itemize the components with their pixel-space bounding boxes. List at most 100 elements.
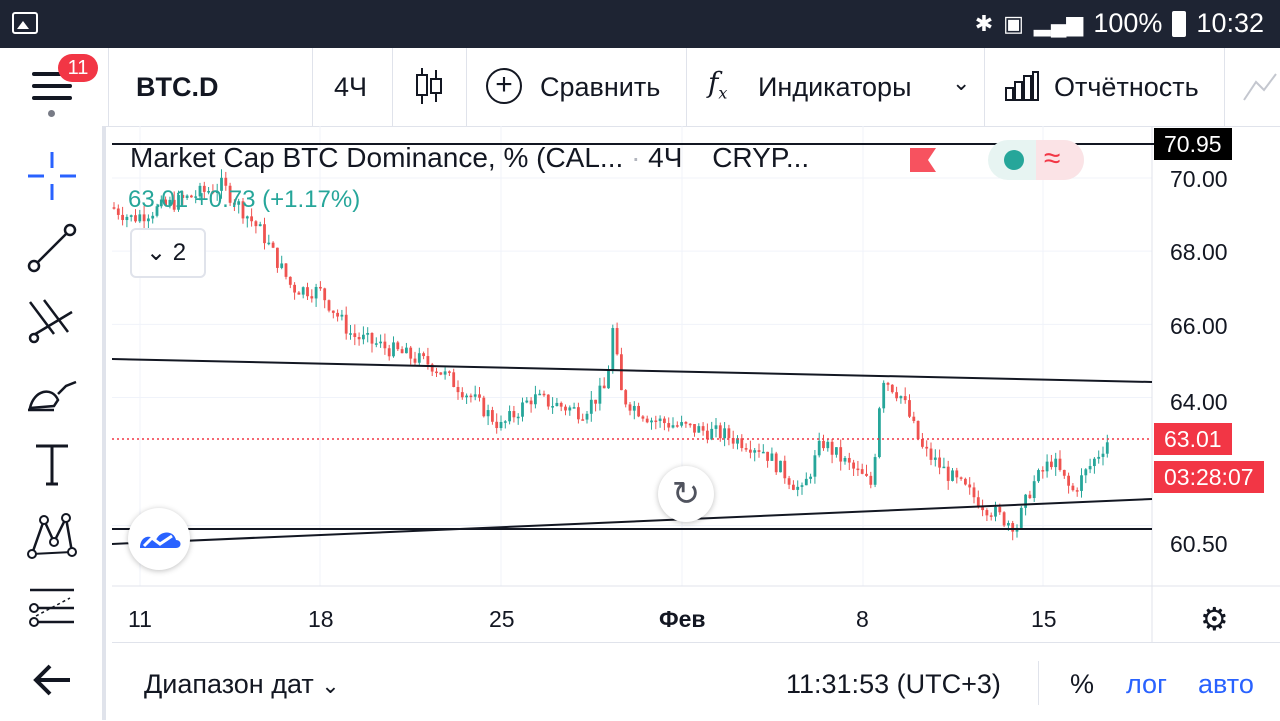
candle-body <box>933 457 937 460</box>
reports-button[interactable]: Отчётность <box>1054 72 1199 102</box>
candle-body <box>684 422 688 424</box>
candle-body <box>675 425 679 427</box>
indicators-button[interactable]: Индикаторы <box>758 72 912 102</box>
candle-body <box>602 385 606 389</box>
crosshair-icon[interactable] <box>24 148 80 204</box>
pattern-icon[interactable] <box>24 508 80 564</box>
candle-body <box>344 314 348 334</box>
bottom-bar: Диапазон дат ⌄ 11:31:53 (UTC+3) % лог ав… <box>112 642 1280 721</box>
candle-body <box>843 457 847 462</box>
percent-scale-button[interactable]: % <box>1070 669 1095 699</box>
time-tick: 18 <box>308 606 334 632</box>
settings-icon[interactable]: ⚙ <box>1200 601 1229 637</box>
candle-body <box>792 484 795 490</box>
price-tick: 68.00 <box>1170 239 1228 265</box>
menu-icon[interactable] <box>32 72 72 117</box>
tradingview-logo-icon[interactable] <box>128 508 190 570</box>
candle-body <box>460 392 464 398</box>
candle-body <box>645 418 649 423</box>
candle-body <box>663 418 666 424</box>
candle-body <box>658 418 662 422</box>
interval-button[interactable]: 4Ч <box>334 72 368 102</box>
market-status-pill[interactable]: ≈ <box>988 140 1084 180</box>
candle-body <box>615 328 619 355</box>
candle-body <box>417 353 421 363</box>
candle-body <box>142 214 146 222</box>
candles-icon[interactable] <box>414 66 444 106</box>
candle-body <box>190 195 193 198</box>
price-chart[interactable] <box>112 126 1280 720</box>
candle-body <box>366 332 370 335</box>
candle-body <box>757 450 761 452</box>
back-arrow-icon[interactable] <box>24 652 80 708</box>
candle-body <box>215 190 219 193</box>
candle-body <box>1075 490 1079 492</box>
candle-body <box>349 333 352 335</box>
candle-body <box>968 484 972 488</box>
candle-body <box>207 191 210 193</box>
status-bar: ✱ ▣ ▂▄▆ 100% 10:32 <box>0 0 1280 48</box>
compare-button[interactable]: Сравнить <box>540 72 661 102</box>
candle-body <box>589 399 593 414</box>
log-scale-button[interactable]: лог <box>1126 669 1167 699</box>
time-tick: 8 <box>856 606 869 632</box>
candle-body <box>718 425 722 439</box>
candle-body <box>796 486 800 490</box>
candle-body <box>1080 475 1083 491</box>
candle-body <box>374 343 378 345</box>
candle-body <box>964 478 967 485</box>
auto-scale-button[interactable]: авто <box>1198 669 1254 699</box>
financials-icon[interactable] <box>1004 70 1040 102</box>
candle-body <box>220 177 223 191</box>
candle-body <box>267 242 271 245</box>
legend-change: +0.73 <box>194 186 256 213</box>
candle-body <box>147 218 150 222</box>
date-range-button[interactable]: Диапазон дат ⌄ <box>144 669 340 699</box>
candle-body <box>211 191 215 193</box>
candle-body <box>787 478 791 485</box>
candle-body <box>972 487 976 498</box>
candle-body <box>331 310 335 313</box>
candle-body <box>667 423 671 428</box>
legend-last: 63.01 <box>128 186 189 213</box>
prediction-icon[interactable] <box>24 580 80 636</box>
trend-line-icon[interactable] <box>24 220 80 276</box>
candle-body <box>435 371 438 374</box>
candle-body <box>693 424 696 433</box>
chart-grid <box>112 126 1152 586</box>
candle-body <box>276 247 279 268</box>
reset-chart-icon[interactable]: ↻ <box>658 466 714 522</box>
compare-plus-icon[interactable]: + <box>486 68 522 104</box>
fx-icon[interactable]: fx <box>708 66 728 103</box>
candle-body <box>245 216 249 219</box>
candle-body <box>577 407 580 420</box>
legend-title[interactable]: Market Cap BTC Dominance, % (CAL... · 4Ч… <box>130 142 810 173</box>
wave-icon: ≈ <box>1044 142 1061 175</box>
candle-body <box>482 397 486 417</box>
candle-body <box>551 406 554 408</box>
ideas-icon[interactable] <box>1242 70 1278 104</box>
candle-body <box>542 393 546 396</box>
candle-body <box>409 347 413 359</box>
candle-body <box>353 333 357 338</box>
text-tool-icon[interactable] <box>24 436 80 492</box>
candle-body <box>869 475 873 485</box>
brush-icon[interactable] <box>24 364 80 420</box>
bluetooth-icon: ✱ <box>974 10 994 36</box>
candle-body <box>839 447 843 462</box>
candle-body <box>534 394 537 405</box>
price-tick: 64.00 <box>1170 389 1228 415</box>
pitchfork-icon[interactable] <box>24 292 80 348</box>
candle-body <box>594 399 597 404</box>
symbol-button[interactable]: BTC.D <box>136 72 219 102</box>
legend-collapse-button[interactable]: ⌄ 2 <box>130 228 206 278</box>
chevron-down-icon[interactable]: ⌄ <box>952 70 971 95</box>
current-price-tag: 63.01 <box>1154 423 1232 455</box>
chart-clock[interactable]: 11:31:53 (UTC+3) <box>786 669 1001 699</box>
legend-exchange: CRYP... <box>712 142 810 173</box>
flag-icon[interactable] <box>910 148 936 172</box>
candle-body <box>181 194 185 198</box>
candle-body <box>387 348 391 357</box>
candle-body <box>1007 523 1010 526</box>
candle-body <box>607 370 610 389</box>
